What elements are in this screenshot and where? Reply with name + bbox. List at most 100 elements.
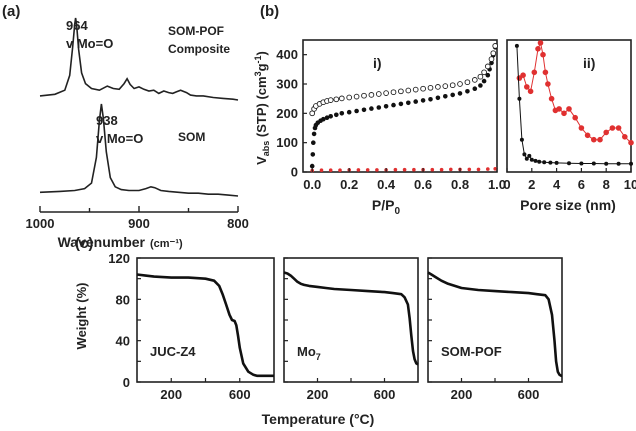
c-ytick-120: 120 — [108, 251, 130, 266]
psd-point-0 — [520, 72, 526, 78]
b1-y-ticks: 0 100 200 300 400 — [276, 47, 307, 180]
isotherm-point-filled-black — [311, 131, 317, 137]
isotherm-point-open-black — [442, 83, 449, 89]
isotherm-points — [309, 43, 499, 173]
psd-point-1 — [567, 161, 571, 166]
isotherm-point-open-black — [490, 50, 497, 57]
b1-xtick-0.2: 0.2 — [340, 177, 358, 192]
psd-point-0 — [535, 46, 541, 52]
spectrum-line-som — [39, 103, 239, 197]
isotherm-point-open-black — [457, 81, 463, 87]
b1-ylabel-sup: 3 — [253, 71, 263, 76]
a-xtick-1000: 1000 — [26, 216, 55, 231]
tga-frame — [427, 257, 563, 383]
psd-point-1 — [548, 160, 553, 165]
b1-ylabel-sup2: -1 — [253, 55, 263, 63]
isotherm-point-red — [356, 168, 361, 172]
isotherm-point-filled-black — [334, 112, 339, 118]
isotherm-point-open-black — [353, 93, 360, 100]
a-peak-mode-composite: v Mo=O — [66, 36, 113, 51]
isotherm-point-filled-black — [420, 98, 426, 103]
panel-label-a: (a) — [2, 3, 20, 20]
psd-point-0 — [622, 134, 628, 140]
b1-ylabel-sub: abs — [261, 141, 271, 157]
psd-point-1 — [604, 161, 609, 166]
isotherm-point-open-black — [333, 96, 340, 103]
isotherm-point-open-black — [420, 85, 426, 92]
isotherm-point-open-black — [484, 63, 491, 70]
isotherm-point-filled-black — [398, 101, 404, 107]
psd-point-0 — [628, 139, 634, 146]
isotherm-point-filled-black — [354, 108, 359, 114]
tga-sample-name: JUC-Z4 — [150, 344, 196, 359]
isotherm-point-open-black — [492, 43, 499, 49]
a-x-axis-unit: (cm⁻¹) — [150, 238, 183, 250]
c-ytick-80: 80 — [116, 292, 130, 307]
isotherm-point-red — [319, 168, 324, 172]
isotherm-point-open-black — [477, 73, 484, 80]
b2-xtick-2: 2 — [528, 177, 535, 192]
isotherm-point-filled-black — [369, 106, 374, 111]
isotherm-point-open-black — [412, 86, 419, 93]
isotherm-point-filled-black — [310, 152, 316, 157]
psd-line-1 — [516, 45, 631, 165]
tga-subplots: 200 600 JUC-Z4 200 600 Mo7 200 600 SOM-POF — [136, 257, 563, 402]
a-xtick-900: 900 — [128, 216, 150, 231]
panel-label-c: (c) — [75, 235, 93, 252]
psd-point-1 — [519, 137, 524, 142]
tga-xtick-200: 200 — [307, 387, 329, 402]
isotherm-point-red — [449, 167, 453, 172]
isotherm-point-filled-black — [406, 100, 411, 106]
b1-xtick-0.0: 0.0 — [303, 177, 321, 192]
isotherm-point-red — [476, 167, 481, 172]
spectrum-line-composite — [39, 17, 239, 101]
psd-point-1 — [616, 161, 621, 166]
psd-point-0 — [578, 125, 585, 131]
b1-ylabel-g: g — [254, 63, 269, 71]
isotherm-point-open-black — [375, 91, 382, 97]
isotherm-point-open-black — [481, 69, 487, 76]
c-ytick-0: 0 — [123, 375, 130, 390]
isotherm-point-red — [486, 167, 490, 171]
psd-point-0 — [603, 129, 609, 136]
psd-point-1 — [529, 157, 534, 162]
isotherm-point-red — [467, 167, 472, 172]
isotherm-point-open-black — [398, 88, 404, 95]
a-x-ticks — [39, 206, 239, 212]
psd-point-1 — [579, 161, 584, 166]
b1-ytick-300: 300 — [276, 77, 298, 92]
c-y-axis-label: Weight (%) — [74, 283, 89, 350]
isotherm-point-filled-black — [324, 115, 330, 120]
psd-point-0 — [524, 84, 530, 90]
isotherm-point-filled-black — [428, 97, 433, 102]
psd-point-0 — [556, 106, 562, 112]
b2-xtick-4: 4 — [553, 177, 561, 192]
a-xtick-800: 800 — [227, 216, 249, 231]
isotherm-point-open-black — [346, 94, 353, 101]
psd-point-0 — [531, 69, 538, 76]
psd-point-0 — [542, 69, 549, 76]
b1-ytick-400: 400 — [276, 47, 298, 62]
isotherm-point-open-black — [361, 92, 367, 99]
isotherm-point-red — [338, 168, 342, 172]
a-peak-label-964: 964 — [66, 18, 88, 33]
b1-plot-frame — [302, 39, 498, 173]
psd-point-0 — [537, 40, 544, 46]
panel-label-b: (b) — [260, 3, 279, 20]
isotherm-point-red — [493, 167, 498, 171]
b1-x-axis-label: P/P0 — [372, 197, 401, 217]
b2-x-axis-label: Pore size (nm) — [520, 197, 616, 213]
psd-point-1 — [591, 161, 596, 166]
a-series-name-composite-2: Composite — [168, 42, 230, 56]
b2-xtick-6: 6 — [578, 177, 585, 192]
isotherm-point-filled-black — [435, 95, 441, 101]
isotherm-point-filled-black — [391, 102, 396, 108]
isotherm-point-open-black — [427, 84, 434, 91]
tga-frame — [283, 257, 419, 383]
psd-point-1 — [527, 153, 532, 158]
a-series-name-composite-1: SOM-POF — [168, 24, 224, 38]
psd-point-0 — [609, 125, 616, 131]
tga-sample-name-main: JUC-Z4 — [150, 344, 196, 359]
b2-plot-frame — [506, 39, 632, 173]
psd-point-0 — [591, 136, 597, 143]
